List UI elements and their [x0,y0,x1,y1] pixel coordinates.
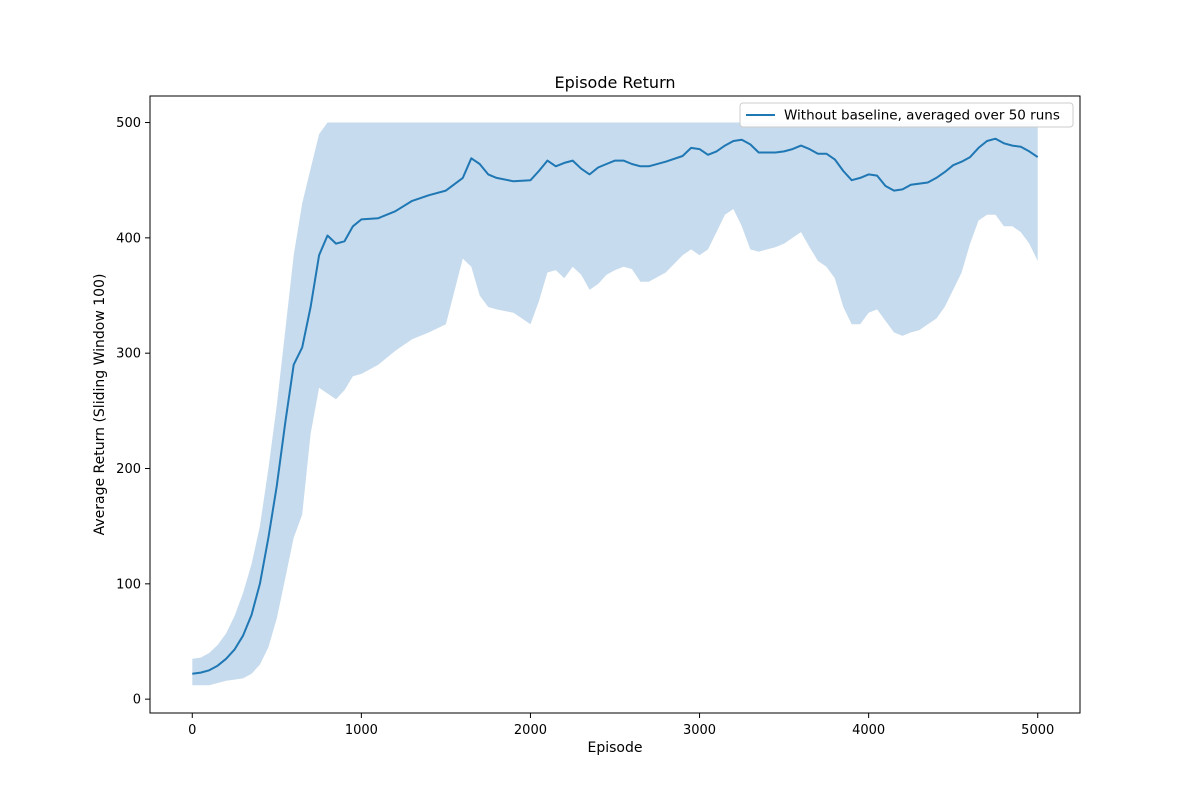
y-tick-label: 300 [116,347,141,362]
plot-frame [149,95,1081,714]
legend-box [739,102,1074,128]
confidence-band [192,122,1038,686]
y-tick-label: 0 [133,693,141,708]
x-tick-label: 1000 [345,723,378,738]
y-tick-label: 100 [116,577,141,592]
y-tick-label: 400 [116,231,141,246]
x-axis-label: Episode [588,740,643,756]
y-tick-label: 500 [116,116,141,131]
x-tick-label: 5000 [1021,723,1054,738]
y-tick-label: 200 [116,462,141,477]
x-ticks: 0 1000 2000 3000 4000 5000 [188,713,1054,738]
y-axis-label: Average Return (Sliding Window 100) [92,274,108,536]
series-line [192,137,1039,675]
confidence-band-layer [192,122,1038,686]
y-ticks: 0 100 200 300 400 500 [116,116,150,708]
x-tick-label: 0 [188,723,196,738]
x-tick-label: 4000 [852,723,885,738]
legend-label: Without baseline, averaged over 50 runs [784,108,1060,124]
x-tick-label: 3000 [683,723,716,738]
chart-title: Episode Return [554,73,675,92]
x-tick-label: 2000 [514,723,547,738]
legend: Without baseline, averaged over 50 runs [739,102,1074,128]
mean-line-layer [192,137,1039,675]
